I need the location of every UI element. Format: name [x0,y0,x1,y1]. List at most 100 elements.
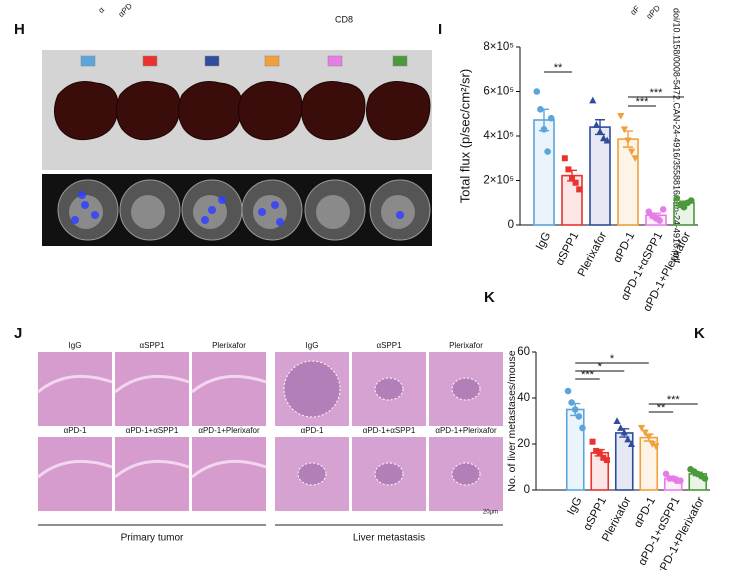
tissue-fold [37,374,113,394]
doi-watermark: doi/10.1158/0008-5472.CAN-24-4916/355881… [672,8,682,264]
metastasis [451,377,481,401]
micrograph-label: IgG [306,341,319,350]
data-point [627,440,636,447]
data-point [603,136,611,144]
panel-label: K [694,325,705,342]
significance-label: * [598,361,603,373]
x-tick-label: αSPP1 [554,230,582,267]
micrograph [192,352,266,426]
group-color-key [264,55,280,67]
group-color-key [80,55,96,67]
micrograph-label: αPD-1 [301,426,324,435]
data-point [659,206,667,213]
data-point [687,197,695,204]
data-point [569,175,575,182]
x-tick-label: IgG [565,495,584,517]
top-fragment: αPD [645,3,663,21]
metastasis [283,360,341,418]
data-point [571,406,579,413]
y-tick-label: 2×10⁵ [483,175,514,187]
signal-spot [396,211,404,219]
tissue-fold [114,459,190,479]
data-point [624,435,632,443]
liver-photo [238,81,303,141]
top-fragment: CD8 [335,14,353,24]
data-point [575,413,583,420]
signal-spot [208,206,216,214]
data-point [617,424,625,431]
data-point [596,127,604,135]
data-point [631,155,639,163]
liver-photo [116,81,181,141]
signal-spot [271,201,279,209]
data-point [600,454,607,461]
liver-ivis [316,195,350,229]
x-tick-label: Plerixafor [576,230,609,279]
panel-label: I [438,21,442,38]
data-point [596,450,603,457]
y-tick-label: 8×10⁵ [483,41,514,53]
data-point [589,96,597,104]
y-tick-label: 40 [517,392,530,404]
data-point [628,148,636,156]
data-point [603,457,610,464]
data-point [648,441,656,448]
data-point [589,438,596,445]
tissue-fold [191,374,267,394]
data-point [568,399,575,406]
significance-label: ** [657,402,666,414]
data-point [600,134,608,142]
y-axis-label: Total flux (p/sec/cm²/sr) [457,69,472,203]
data-point [593,447,600,454]
y-tick-label: 20 [517,438,530,450]
micrograph-label: αPD-1 [64,426,87,435]
bar [533,119,555,226]
data-point [547,114,555,122]
y-tick-label: 60 [517,346,530,358]
group-color-key [204,55,220,67]
micrograph-label: αPD-1+Plerixafor [435,426,497,435]
group-color-key [327,55,343,67]
data-point [641,429,649,437]
bar [617,138,639,226]
micrograph [38,352,112,426]
micrograph-label: αPD-1+αSPP1 [363,426,416,435]
micrograph-label: αSPP1 [376,341,402,350]
significance-label: * [610,353,615,365]
significance-label: *** [667,394,681,406]
y-tick-label: 0 [524,484,530,496]
micrograph-caption: Liver metastasis [353,533,425,544]
panel-label: J [14,325,22,342]
data-point [662,470,670,478]
data-point [579,424,586,432]
bar [565,408,585,491]
signal-spot [201,216,209,224]
data-point [645,434,653,441]
data-point [620,126,628,134]
liver-photo [301,81,366,141]
y-tick-label: 0 [508,219,514,231]
micrograph-caption: Primary tumor [121,533,184,544]
y-tick-label: 6×10⁵ [483,86,514,98]
micrograph [38,437,112,511]
x-tick-label: αPD-1 [632,495,658,530]
group-color-key [392,55,408,67]
significance-label: *** [650,87,664,99]
data-point [592,121,600,128]
data-point [576,186,583,193]
data-point [624,137,632,145]
micrograph [192,437,266,511]
metastasis [374,462,404,486]
data-point [540,126,548,133]
metastasis [297,462,327,486]
data-point [572,179,579,186]
micrograph-label: Plerixafor [212,341,246,350]
data-point [620,428,628,436]
data-point [544,148,551,155]
signal-spot [276,218,284,226]
data-point [537,106,544,113]
panel-label: H [14,21,25,38]
scale-bar-label: 20μm [483,510,498,516]
